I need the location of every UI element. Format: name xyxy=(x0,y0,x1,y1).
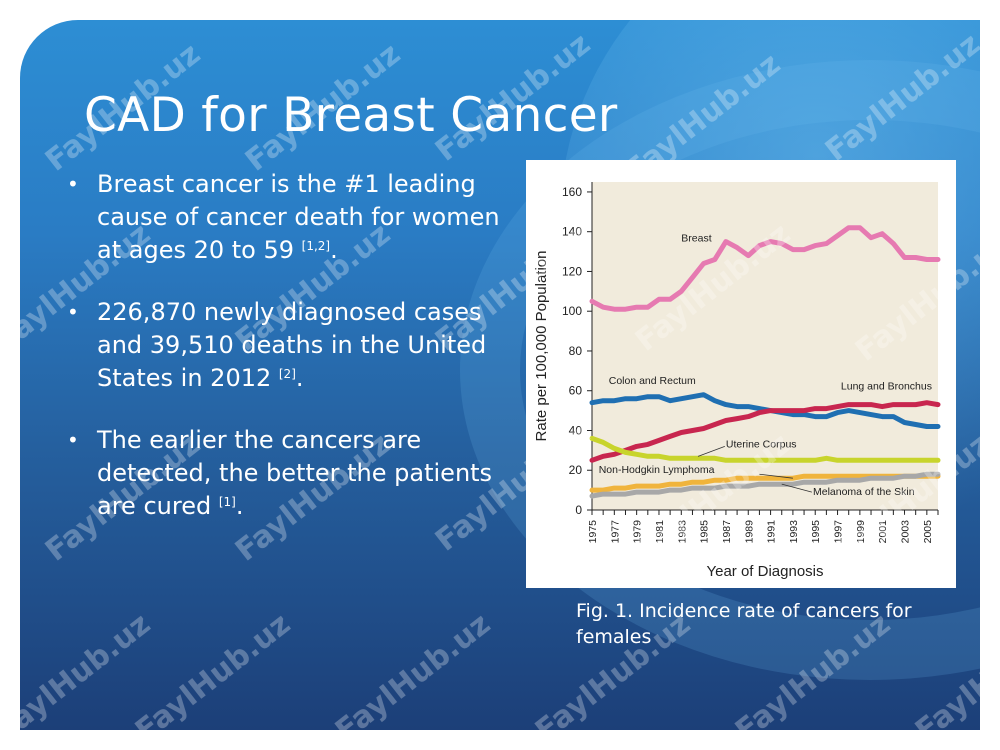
label-leader-line xyxy=(759,473,793,479)
watermark-text: FaylHub.uz xyxy=(128,606,298,730)
x-tick-label: 1975 xyxy=(587,520,599,544)
citation-ref: [1,2] xyxy=(301,239,331,253)
x-axis-label: Year of Diagnosis xyxy=(706,563,823,580)
series-line xyxy=(589,400,941,463)
bullet-text: Breast cancer is the #1 leading cause of… xyxy=(97,170,500,264)
x-tick-label: 1977 xyxy=(609,520,621,544)
label-leader-line xyxy=(781,483,812,493)
y-tick-label: 60 xyxy=(569,384,583,398)
series-label: Non-Hodgkin Lymphoma xyxy=(599,464,715,476)
x-tick-label: 2003 xyxy=(900,520,912,544)
bullet-item: • 226,870 newly diagnosed cases and 39,51… xyxy=(60,296,520,395)
y-axis-label: Rate per 100,000 Population xyxy=(533,251,550,442)
x-tick-label: 1999 xyxy=(855,520,867,544)
series-label: Colon and Rectum xyxy=(609,375,696,387)
x-tick-label: 1997 xyxy=(833,520,845,544)
label-leader-line xyxy=(697,446,725,457)
x-tick-label: 2005 xyxy=(922,520,934,544)
citation-ref: [1] xyxy=(218,495,236,509)
series-line xyxy=(589,471,941,499)
x-tick-label: 1979 xyxy=(632,520,644,544)
x-tick-label: 1993 xyxy=(788,520,800,544)
x-tick-label: 1991 xyxy=(766,520,778,544)
x-tick-label: 1981 xyxy=(654,520,666,544)
y-tick-label: 20 xyxy=(569,463,583,477)
slide-background: CAD for Breast Cancer • Breast cancer is … xyxy=(20,20,980,730)
watermark-text: FaylHub.uz xyxy=(20,606,158,730)
x-tick-label: 1989 xyxy=(743,520,755,544)
series-label: Uterine Corpus xyxy=(726,438,797,450)
bullet-dot-icon: • xyxy=(67,428,79,452)
slide-title: CAD for Breast Cancer xyxy=(84,88,618,143)
series-line xyxy=(589,225,941,312)
incidence-line-chart: 0 20 40 60 80 100 120 140 160 1975 1977 1979 1981 198… xyxy=(533,182,941,580)
series-label: Lung and Bronchus xyxy=(841,381,932,393)
bullet-list: • Breast cancer is the #1 leading cause o… xyxy=(60,168,520,552)
y-tick-label: 100 xyxy=(562,304,582,318)
figure-caption: Fig. 1. Incidence rate of cancers for fe… xyxy=(576,600,912,648)
citation-ref: [2] xyxy=(278,367,296,381)
x-tick-label: 1983 xyxy=(676,520,688,544)
bullet-text: The earlier the cancers are detected, th… xyxy=(97,426,493,520)
bullet-period: . xyxy=(235,492,244,520)
chart-panel: 0 20 40 60 80 100 120 140 160 1975 1977 1979 1981 198… xyxy=(526,160,956,588)
y-tick-label: 120 xyxy=(562,264,582,278)
bullet-item: • The earlier the cancers are detected, t… xyxy=(60,424,520,523)
bullet-item: • Breast cancer is the #1 leading cause o… xyxy=(60,168,520,267)
y-tick-label: 140 xyxy=(562,225,582,239)
x-tick-label: 1995 xyxy=(810,520,822,544)
x-tick-label: 1987 xyxy=(721,520,733,544)
y-tick-label: 160 xyxy=(562,185,582,199)
watermark-text: FaylHub.uz xyxy=(328,606,498,730)
series-line xyxy=(589,435,941,463)
bullet-period: . xyxy=(330,236,338,264)
bullet-period: . xyxy=(295,364,304,392)
x-tick-label: 2001 xyxy=(877,520,889,544)
series-label: Breast xyxy=(681,233,711,245)
bullet-text: 226,870 newly diagnosed cases and 39,510… xyxy=(97,298,487,392)
bullet-dot-icon: • xyxy=(67,300,79,324)
y-tick-label: 0 xyxy=(575,503,582,517)
y-tick-label: 80 xyxy=(569,344,583,358)
bullet-dot-icon: • xyxy=(67,172,79,196)
series-label: Melanoma of the Skin xyxy=(813,486,915,498)
x-tick-label: 1985 xyxy=(699,520,711,544)
y-tick-label: 40 xyxy=(569,423,583,437)
